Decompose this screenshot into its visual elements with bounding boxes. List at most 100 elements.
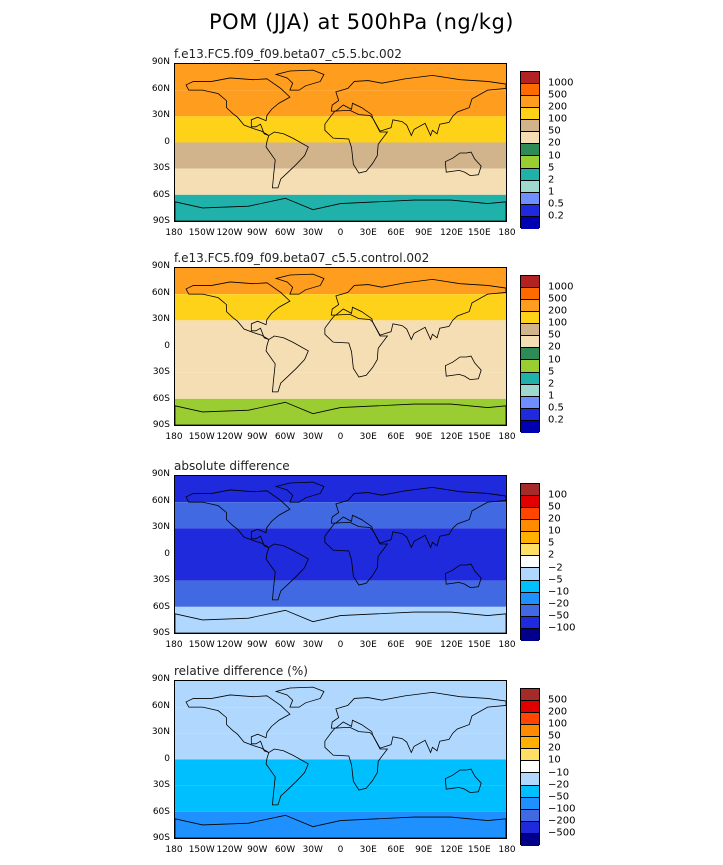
field-band [175, 528, 506, 555]
lon-tick-label: 30W [302, 640, 323, 650]
coastline-australia [444, 768, 482, 794]
lon-tick-label: 150E [467, 228, 491, 238]
panel-title: absolute difference [174, 459, 290, 473]
colorbar-label: −10 [548, 767, 570, 779]
colorbar-swatch [521, 592, 539, 605]
lon-tick-label: 30E [359, 845, 377, 855]
colorbar-swatch [521, 300, 539, 313]
lon-tick-label: 90W [247, 432, 268, 442]
lon-tick-label: 60W [274, 432, 296, 442]
colorbar-swatch [521, 616, 539, 629]
colorbar-swatch [521, 324, 539, 337]
colorbar-label: 10 [548, 525, 561, 537]
colorbar-swatch [521, 785, 539, 798]
colorbar-swatch [521, 360, 539, 373]
map-panel [174, 475, 507, 634]
colorbar-swatch [521, 108, 539, 121]
field-band [175, 168, 506, 195]
lon-tick-label: 120E [440, 845, 463, 855]
lon-tick-label: 90E [415, 432, 433, 442]
lat-tick-label: 60N [151, 495, 170, 506]
colorbar-swatch [521, 737, 539, 750]
field-band [175, 811, 506, 838]
coastline-south-america [265, 335, 309, 393]
colorbar-swatch [521, 604, 539, 617]
lon-tick-label: 120E [440, 432, 463, 442]
colorbar-label: 1000 [548, 281, 574, 293]
colorbar-swatch [521, 216, 539, 229]
colorbar-swatch [521, 809, 539, 822]
colorbar-label: 50 [548, 730, 561, 742]
colorbar-label: −100 [548, 803, 576, 815]
lon-tick-label: 180 [498, 845, 516, 855]
colorbar-label: 200 [548, 706, 568, 718]
lon-tick-label: 0 [337, 432, 344, 442]
lon-tick-label: 30W [302, 845, 323, 855]
colorbar-swatch [521, 761, 539, 774]
colorbar-label: 0.5 [548, 198, 564, 210]
colorbar-swatch [521, 144, 539, 157]
lat-tick-label: 0 [164, 753, 170, 764]
colorbar-swatch [521, 408, 539, 421]
colorbar-label: 2 [548, 378, 555, 390]
coastline-australia [444, 355, 482, 381]
colorbar-label: 100 [548, 489, 568, 501]
lon-tick-label: 120E [440, 228, 463, 238]
lon-tick-label: 30W [302, 228, 323, 238]
colorbar-label: −2 [548, 562, 563, 574]
colorbar-label: −10 [548, 586, 570, 598]
colorbar-label: 20 [548, 513, 561, 525]
lon-tick-label: 0 [337, 228, 344, 238]
colorbar-swatch [521, 821, 539, 834]
panel-title: relative difference (%) [174, 664, 308, 678]
lon-tick-label: 120W [216, 432, 243, 442]
lat-tick-label: 60S [152, 806, 170, 817]
colorbar-label: −20 [548, 598, 570, 610]
colorbar-label: 2 [548, 174, 555, 186]
lon-tick-label: 150W [188, 228, 215, 238]
colorbar-label: −50 [548, 610, 570, 622]
colorbar-label: 100 [548, 317, 568, 329]
lon-tick-label: 120E [440, 640, 463, 650]
lat-tick-label: 0 [164, 136, 170, 147]
coastline-north-america [185, 694, 291, 753]
coastline-south-america [265, 131, 309, 189]
field-band [175, 707, 506, 734]
lon-tick-label: 150E [467, 845, 491, 855]
colorbar-label: −20 [548, 779, 570, 791]
colorbar-label: 200 [548, 305, 568, 317]
field-band [175, 194, 506, 221]
field-band [175, 502, 506, 529]
coastline-eurasia [330, 74, 506, 137]
coastline-africa [324, 109, 389, 174]
lon-tick-label: 30E [359, 640, 377, 650]
lon-tick-label: 60E [387, 845, 405, 855]
colorbar-swatch [521, 544, 539, 557]
field-band [175, 320, 506, 347]
colorbar-swatch [521, 120, 539, 133]
lat-tick-label: 30N [151, 110, 170, 120]
colorbar-label: 500 [548, 89, 568, 101]
lat-tick-label: 60S [152, 601, 170, 612]
coastline-africa [324, 726, 389, 791]
colorbar-label: 20 [548, 341, 561, 353]
colorbar-swatch [521, 96, 539, 109]
colorbar-label: 2 [548, 549, 555, 561]
coastline-africa [324, 313, 389, 378]
colorbar [520, 275, 540, 433]
lon-tick-label: 180 [165, 640, 183, 650]
lat-tick-label: 30S [152, 575, 170, 585]
field-band [175, 372, 506, 399]
colorbar-swatch [521, 132, 539, 145]
coastline-africa [324, 521, 389, 586]
colorbar-label: 20 [548, 742, 561, 754]
lat-tick-label: 30S [152, 780, 170, 790]
lat-tick-label: 30S [152, 163, 170, 173]
colorbar-swatch [521, 689, 539, 702]
lat-tick-label: 30S [152, 367, 170, 377]
colorbar [520, 688, 540, 846]
coastline-greenland [274, 69, 325, 91]
lat-tick-label: 90S [152, 833, 170, 843]
coastline-antarctica [175, 401, 506, 425]
field-band [175, 346, 506, 373]
